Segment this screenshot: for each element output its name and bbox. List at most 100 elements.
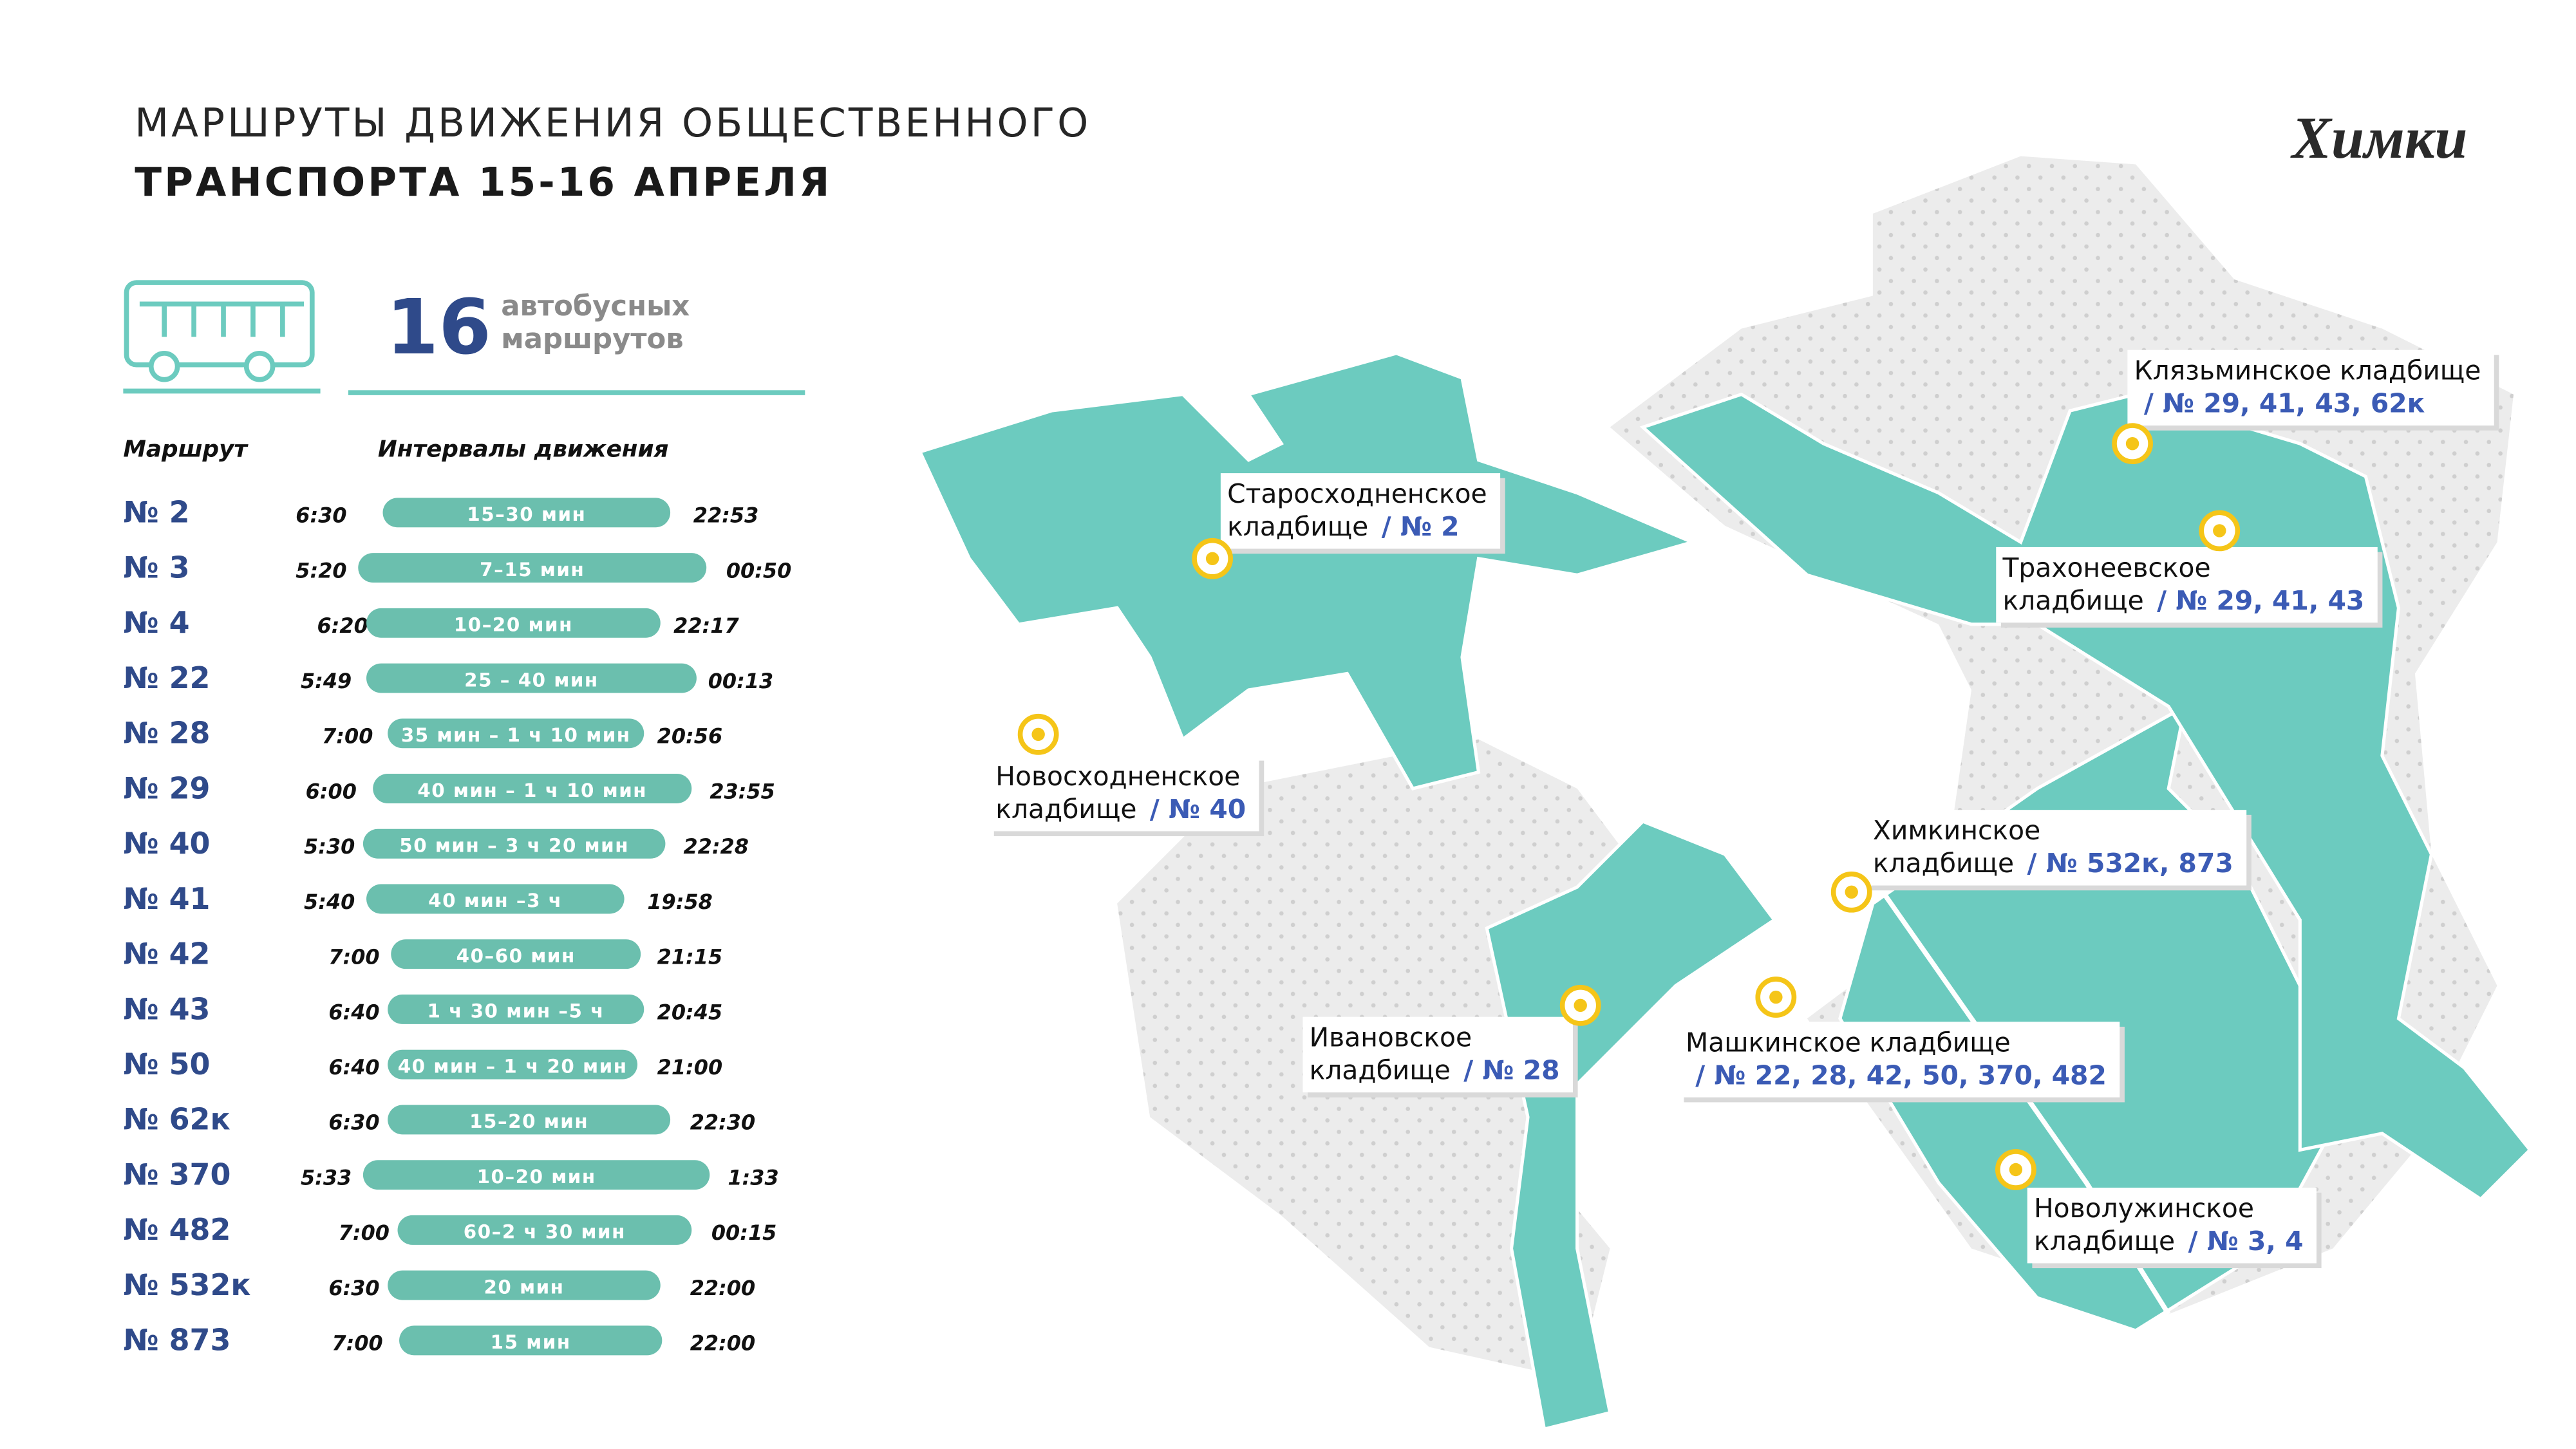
- interval-bar: [388, 1049, 638, 1080]
- place-label: Клязьминское кладбище/ № 29, 41, 43, 62к: [2127, 350, 2499, 431]
- interval-bar: [366, 608, 661, 638]
- bus-icon: [123, 280, 321, 394]
- place-routes: / № 2: [1382, 511, 1460, 542]
- label-box: [1866, 810, 2247, 886]
- place-routes: / № 28: [1463, 1055, 1559, 1086]
- interval: 40 мин – 1 ч 20 мин: [398, 1055, 628, 1077]
- route-number: № 28: [123, 716, 210, 751]
- place-line: кладбище / № 3, 4: [2034, 1226, 2304, 1257]
- interval: 15 мин: [491, 1331, 571, 1353]
- interval: 15–20 мин: [469, 1110, 588, 1132]
- interval: 25 – 40 мин: [464, 669, 599, 691]
- start-time: 6:30: [296, 503, 346, 528]
- place-line: кладбище / № 40: [995, 794, 1246, 825]
- interval-bar: [366, 884, 625, 914]
- label-box: [1996, 547, 2378, 623]
- route-number: № 22: [123, 660, 210, 695]
- place-name: Клязьминское кладбище: [2134, 355, 2481, 386]
- start-time: 6:30: [328, 1110, 379, 1135]
- place-name: кладбище: [1873, 848, 2014, 879]
- place-name: Старосходненское: [1227, 478, 1487, 509]
- label-box: [1678, 1022, 2120, 1098]
- place-name: Ивановское: [1310, 1022, 1472, 1053]
- place-line: кладбище / № 532к, 873: [1873, 848, 2233, 879]
- place-marker-dot: [1205, 552, 1219, 565]
- place-name: кладбище: [1227, 511, 1368, 542]
- place-name: кладбище: [2002, 585, 2143, 616]
- start-time: 5:20: [296, 558, 346, 583]
- label-box: [989, 755, 1259, 832]
- start-time: 7:00: [332, 1331, 382, 1356]
- interval: 10–20 мин: [454, 614, 573, 636]
- start-time: 7:00: [322, 724, 373, 749]
- interval: 20 мин: [484, 1276, 564, 1298]
- interval: 50 мин – 3 ч 20 мин: [399, 835, 629, 857]
- end-time: 1:33: [728, 1165, 778, 1190]
- end-time: 22:28: [683, 834, 748, 859]
- start-time: 7:00: [328, 945, 379, 969]
- start-time: 7:00: [339, 1220, 390, 1245]
- start-time: 6:40: [328, 1055, 379, 1080]
- logo: Химки: [2290, 105, 2468, 171]
- place-name: кладбище: [1310, 1055, 1451, 1086]
- place-routes: / № 29, 41, 43: [2157, 585, 2364, 616]
- interval: 1 ч 30 мин –5 ч: [428, 1000, 605, 1022]
- route-number: № 2: [123, 495, 189, 530]
- place-marker-dot: [2125, 436, 2139, 451]
- end-time: 21:15: [657, 945, 722, 969]
- place-routes: / № 532к, 873: [2027, 848, 2233, 879]
- place-line: / № 29, 41, 43, 62к: [2144, 388, 2425, 419]
- place-label: Машкинское кладбище/ № 22, 28, 42, 50, 3…: [1678, 1022, 2125, 1103]
- interval-bar: [366, 663, 697, 693]
- place-marker-dot: [1845, 885, 1858, 899]
- interval: 40–60 мин: [456, 945, 576, 967]
- place-line: кладбище / № 2: [1227, 511, 1459, 542]
- interval: 10–20 мин: [477, 1166, 596, 1188]
- end-time: 00:15: [711, 1220, 776, 1245]
- map-area-teal: [1485, 819, 1777, 1432]
- interval: 7–15 мин: [480, 559, 585, 581]
- start-time: 5:30: [304, 834, 355, 859]
- interval-bar: [399, 1325, 663, 1356]
- place-name: Трахонеевское: [2002, 552, 2210, 583]
- interval-bar: [397, 1215, 692, 1245]
- label-box: [2127, 350, 2494, 426]
- start-time: 6:30: [328, 1276, 379, 1300]
- interval-bar: [373, 774, 692, 803]
- end-time: 22:17: [673, 613, 739, 638]
- place-name: Химкинское: [1873, 815, 2040, 846]
- label-box: [2027, 1188, 2317, 1264]
- column-header: Маршрут: [123, 436, 249, 463]
- interval-bar: [388, 1105, 671, 1135]
- place-line: / № 22, 28, 42, 50, 370, 482: [1695, 1060, 2107, 1090]
- end-time: 22:30: [690, 1110, 755, 1135]
- start-time: 5:49: [301, 669, 352, 693]
- interval-bar: [358, 553, 707, 583]
- interval: 35 мин – 1 ч 10 мин: [401, 724, 631, 746]
- place-routes: / № 3, 4: [2188, 1226, 2304, 1257]
- place-line: кладбище / № 29, 41, 43: [2002, 585, 2364, 616]
- start-time: 6:20: [317, 613, 368, 638]
- place-name: Новосходненское: [995, 761, 1240, 792]
- map-area-teal: [917, 351, 1697, 790]
- route-number: № 50: [123, 1047, 210, 1081]
- interval-bar: [362, 1160, 710, 1190]
- end-time: 22:53: [693, 503, 758, 528]
- end-time: 00:13: [708, 669, 773, 693]
- end-time: 21:00: [657, 1055, 722, 1080]
- route-number: № 532к: [123, 1267, 250, 1302]
- place-name: кладбище: [995, 794, 1136, 825]
- route-number: № 40: [123, 826, 210, 861]
- interval: 40 мин – 1 ч 10 мин: [417, 780, 647, 801]
- route-number: № 3: [123, 550, 189, 584]
- interval-bar: [382, 498, 671, 528]
- end-time: 20:45: [657, 1000, 722, 1024]
- place-name: Машкинское кладбище: [1686, 1027, 2011, 1058]
- interval: 40 мин –3 ч: [428, 890, 562, 911]
- end-time: 00:50: [726, 558, 791, 583]
- interval-bar: [388, 718, 644, 749]
